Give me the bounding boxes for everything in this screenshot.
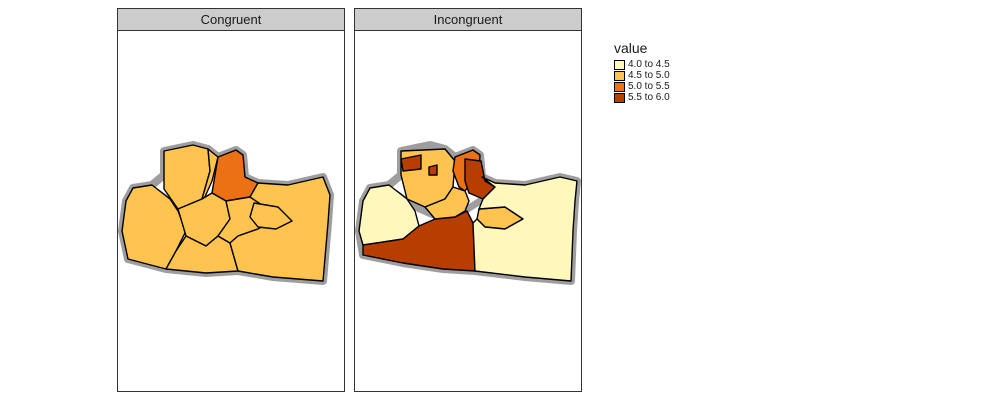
- legend-item: 4.5 to 5.0: [614, 70, 670, 81]
- legend-label: 4.5 to 5.0: [628, 70, 670, 81]
- legend-swatch: [614, 92, 625, 103]
- map-congruent: [118, 141, 334, 285]
- regions: [121, 144, 331, 282]
- legend-swatch: [614, 70, 625, 81]
- panel-title: Congruent: [118, 9, 344, 31]
- legend-label: 5.0 to 5.5: [628, 81, 670, 92]
- legend-label: 5.5 to 6.0: [628, 92, 670, 103]
- legend-item: 5.0 to 5.5: [614, 81, 670, 92]
- map-incongruent: [355, 141, 581, 285]
- legend-title: value: [614, 40, 648, 56]
- region-east: [472, 176, 578, 282]
- region-north-small: [428, 164, 438, 176]
- legend: value 4.0 to 4.5 4.5 to 5.0 5.0 to 5.5 5…: [614, 40, 670, 103]
- regions: [358, 148, 578, 282]
- legend-swatch: [614, 81, 625, 92]
- region-south-west: [362, 210, 476, 272]
- panel-congruent: Congruent: [117, 8, 345, 392]
- panel-incongruent: Incongruent: [354, 8, 582, 392]
- legend-label: 4.0 to 4.5: [628, 59, 670, 70]
- legend-swatch: [614, 59, 625, 70]
- panel-title: Incongruent: [355, 9, 581, 31]
- region-west: [358, 184, 420, 246]
- region-centre: [424, 186, 470, 220]
- region-inner-east: [249, 202, 293, 230]
- legend-item: 4.0 to 4.5: [614, 59, 670, 70]
- region-north-west-small: [400, 154, 422, 172]
- legend-item: 5.5 to 6.0: [614, 92, 670, 103]
